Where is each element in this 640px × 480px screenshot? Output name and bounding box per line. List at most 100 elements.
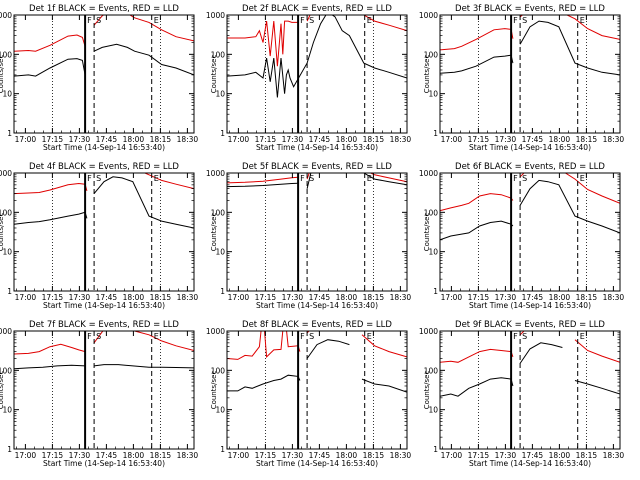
x-axis-label: Start Time (14-Sep-14 16:53:40) (256, 459, 378, 468)
event-marker-label: E (580, 16, 585, 25)
panel-title: Det 9f BLACK = Events, RED = LLD (455, 320, 605, 330)
x-tick-label: 18:00 (336, 135, 358, 144)
y-tick-label: 1 (433, 129, 438, 138)
x-tick-label: 17:00 (15, 451, 37, 460)
x-tick-label: 17:30 (282, 135, 304, 144)
x-tick-label: 18:00 (336, 451, 358, 460)
event-marker-label: S (309, 16, 314, 25)
x-tick-label: 17:00 (228, 451, 250, 460)
x-tick-label: 17:30 (282, 451, 304, 460)
y-tick-label: 1 (7, 287, 12, 296)
x-tick-label: 18:15 (150, 293, 172, 302)
x-tick-label: 17:30 (495, 293, 517, 302)
y-tick-label: 100 (424, 50, 439, 59)
x-axis-label: Start Time (14-Sep-14 16:53:40) (43, 301, 165, 310)
x-tick-label: 17:30 (69, 451, 91, 460)
event-marker-label: S (309, 174, 314, 183)
y-tick-label: 100 (211, 50, 226, 59)
y-tick-label: 1000 (419, 11, 438, 20)
x-tick-label: 18:30 (390, 293, 412, 302)
lld-series-line (227, 15, 407, 67)
event-marker-label: E (580, 174, 585, 183)
events-series-line (14, 43, 194, 77)
x-tick-label: 17:30 (495, 135, 517, 144)
x-tick-label: 17:15 (468, 135, 490, 144)
x-tick-label: 17:00 (441, 135, 463, 144)
y-tick-label: 1000 (206, 169, 225, 178)
x-tick-label: 17:15 (42, 135, 64, 144)
y-tick-label: 1000 (0, 11, 12, 20)
events-series-line (227, 15, 407, 98)
x-tick-label: 17:30 (69, 293, 91, 302)
detector-panel: Det 3f BLACK = Events, RED = LLD F S E 1 10 10… (419, 4, 625, 152)
y-tick-label: 1000 (419, 327, 438, 336)
x-tick-label: 17:15 (42, 451, 64, 460)
x-axis-label: Start Time (14-Sep-14 16:53:40) (469, 143, 591, 152)
x-tick-label: 18:15 (363, 451, 385, 460)
y-tick-label: 10 (215, 406, 225, 415)
plot-frame (13, 330, 195, 450)
y-tick-label: 1 (433, 445, 438, 454)
x-tick-label: 18:00 (549, 451, 571, 460)
x-tick-label: 18:30 (390, 135, 412, 144)
x-tick-label: 17:15 (255, 135, 277, 144)
x-tick-label: 17:45 (309, 135, 331, 144)
panel-title: Det 2f BLACK = Events, RED = LLD (242, 4, 392, 14)
y-tick-label: 100 (0, 208, 12, 217)
events-series-line (227, 339, 407, 393)
event-marker-label: S (96, 16, 101, 25)
panel-title: Det 7f BLACK = Events, RED = LLD (29, 320, 179, 330)
x-tick-label: 18:30 (177, 293, 199, 302)
x-tick-label: 17:15 (42, 293, 64, 302)
events-series-line (440, 179, 620, 241)
y-tick-label: 1 (220, 287, 225, 296)
x-tick-label: 17:45 (522, 135, 544, 144)
panel-title: Det 5f BLACK = Events, RED = LLD (242, 162, 392, 172)
y-tick-label: 10 (2, 248, 12, 257)
y-tick-label: 10 (215, 248, 225, 257)
event-marker-label: F (87, 174, 92, 183)
event-marker-label: F (300, 174, 305, 183)
event-marker-label: F (513, 174, 518, 183)
x-axis-label: Start Time (14-Sep-14 16:53:40) (43, 143, 165, 152)
x-tick-label: 18:30 (177, 451, 199, 460)
y-tick-label: 1000 (419, 169, 438, 178)
y-axis-label: Counts/sec (210, 55, 218, 94)
detector-panel: Det 6f BLACK = Events, RED = LLD F S E 1 10 10… (419, 162, 625, 310)
y-tick-label: 1 (7, 445, 12, 454)
x-tick-label: 17:00 (15, 293, 37, 302)
x-tick-label: 18:15 (576, 451, 598, 460)
event-marker-label: S (96, 332, 101, 341)
event-marker-label: S (522, 332, 527, 341)
y-tick-label: 100 (0, 366, 12, 375)
x-tick-label: 17:15 (255, 451, 277, 460)
x-tick-label: 18:00 (123, 293, 145, 302)
event-marker-label: E (154, 174, 159, 183)
x-tick-label: 17:45 (309, 451, 331, 460)
plot-frame (13, 14, 195, 134)
y-tick-label: 100 (424, 208, 439, 217)
event-marker-label: F (87, 16, 92, 25)
lld-series-line (14, 15, 194, 52)
x-axis-label: Start Time (14-Sep-14 16:53:40) (256, 301, 378, 310)
y-tick-label: 100 (211, 366, 226, 375)
events-series-line (14, 364, 194, 370)
x-tick-label: 17:45 (96, 293, 118, 302)
x-tick-label: 18:15 (150, 451, 172, 460)
event-marker-label: E (154, 332, 159, 341)
detector-panel: Det 1f BLACK = Events, RED = LLD F S E 1 10 10… (0, 4, 198, 152)
lld-series-line (440, 173, 620, 212)
y-axis-label: Counts/sec (0, 55, 5, 94)
y-axis-label: Counts/sec (210, 213, 218, 252)
lld-series-line (440, 331, 620, 363)
detector-panel: Det 5f BLACK = Events, RED = LLD F S E 1 10 10… (206, 162, 412, 310)
y-tick-label: 10 (215, 90, 225, 99)
y-tick-label: 1000 (206, 327, 225, 336)
x-tick-label: 18:15 (363, 293, 385, 302)
x-tick-label: 17:00 (15, 135, 37, 144)
y-tick-label: 1 (433, 287, 438, 296)
event-marker-label: S (309, 332, 314, 341)
plot-frame (226, 14, 408, 134)
plot-frame (226, 172, 408, 292)
